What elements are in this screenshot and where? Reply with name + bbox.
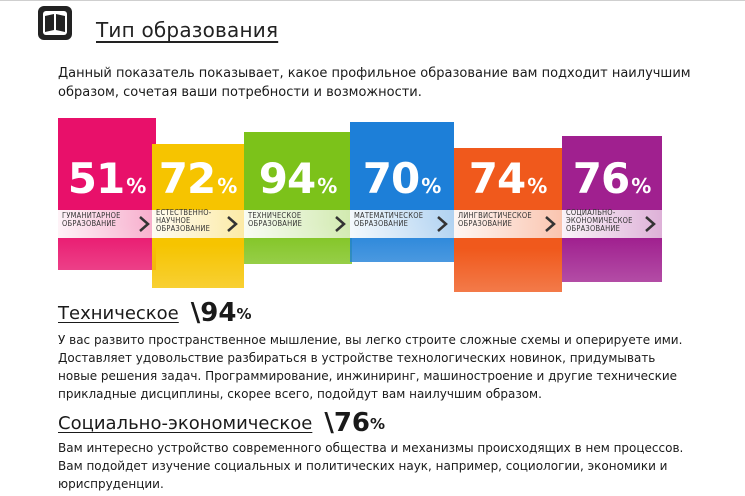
section-value: 94 <box>200 298 237 328</box>
band-percent: 72 <box>158 154 216 203</box>
band-label: СОЦИАЛЬНО- ЭКОНОМИЧЕСКОЕ ОБРАЗОВАНИЕ <box>566 208 633 233</box>
section-value-sign: % <box>236 305 252 323</box>
band-linguistic: 74% ЛИНГВИСТИЧЕСКОЕ ОБРАЗОВАНИЕ <box>454 148 562 292</box>
band-percent-sign: % <box>527 174 548 198</box>
band-percent: 94 <box>258 154 316 203</box>
band-percent-sign: % <box>217 174 238 198</box>
band-mathematical: 70% МАТЕМАТИЧЕСКОЕ ОБРАЗОВАНИЕ <box>350 122 454 262</box>
band-percent-sign: % <box>317 174 338 198</box>
book-icon <box>38 6 72 40</box>
education-bands: 51% ГУМАНИТАРНОЕ ОБРАЗОВАНИЕ 72% ЕСТЕСТВ… <box>58 118 662 292</box>
band-percent-sign: % <box>631 174 652 198</box>
chevron-right-icon <box>437 216 448 232</box>
band-label: МАТЕМАТИЧЕСКОЕ ОБРАЗОВАНИЕ <box>354 211 424 228</box>
top-border <box>0 0 745 1</box>
section-title-technical: Техническое \94% <box>58 298 252 328</box>
band-label: ЕСТЕСТВЕННО- НАУЧНОЕ ОБРАЗОВАНИЕ <box>156 208 212 233</box>
band-percent-sign: % <box>126 174 147 198</box>
band-percent: 51 <box>67 154 125 203</box>
chevron-right-icon <box>645 216 656 232</box>
chevron-right-icon <box>139 216 150 232</box>
chevron-right-icon <box>545 216 556 232</box>
band-label: ЛИНГВИСТИЧЕСКОЕ ОБРАЗОВАНИЕ <box>458 211 532 228</box>
band-percent: 76 <box>572 154 630 203</box>
section-name: Техническое <box>58 303 179 324</box>
page-title: Тип образования <box>96 18 279 42</box>
section-name: Социально-экономическое <box>58 413 313 434</box>
band-natural-science: 72% ЕСТЕСТВЕННО- НАУЧНОЕ ОБРАЗОВАНИЕ <box>152 144 244 288</box>
section-title-socio-economic: Социально-экономическое \76% <box>58 408 386 438</box>
band-label: ТЕХНИЧЕСКОЕ ОБРАЗОВАНИЕ <box>248 211 303 228</box>
band-percent: 74 <box>468 154 526 203</box>
section-value: 76 <box>333 408 371 438</box>
band-label: ГУМАНИТАРНОЕ ОБРАЗОВАНИЕ <box>62 211 121 228</box>
chevron-right-icon <box>335 216 346 232</box>
band-socio-economic: 76% СОЦИАЛЬНО- ЭКОНОМИЧЕСКОЕ ОБРАЗОВАНИЕ <box>562 136 662 282</box>
section-value-sign: % <box>370 415 386 433</box>
chevron-right-icon <box>227 216 238 232</box>
intro-text: Данный показатель показывает, какое проф… <box>58 66 691 100</box>
section-text-socio-economic: Вам интересно устройство современного об… <box>58 441 684 491</box>
band-technical: 94% ТЕХНИЧЕСКОЕ ОБРАЗОВАНИЕ <box>244 132 352 264</box>
section-text-technical: У вас развито пространственное мышление,… <box>58 333 683 401</box>
band-percent: 70 <box>362 154 420 203</box>
band-humanitarian: 51% ГУМАНИТАРНОЕ ОБРАЗОВАНИЕ <box>58 118 156 270</box>
band-percent-sign: % <box>421 174 442 198</box>
